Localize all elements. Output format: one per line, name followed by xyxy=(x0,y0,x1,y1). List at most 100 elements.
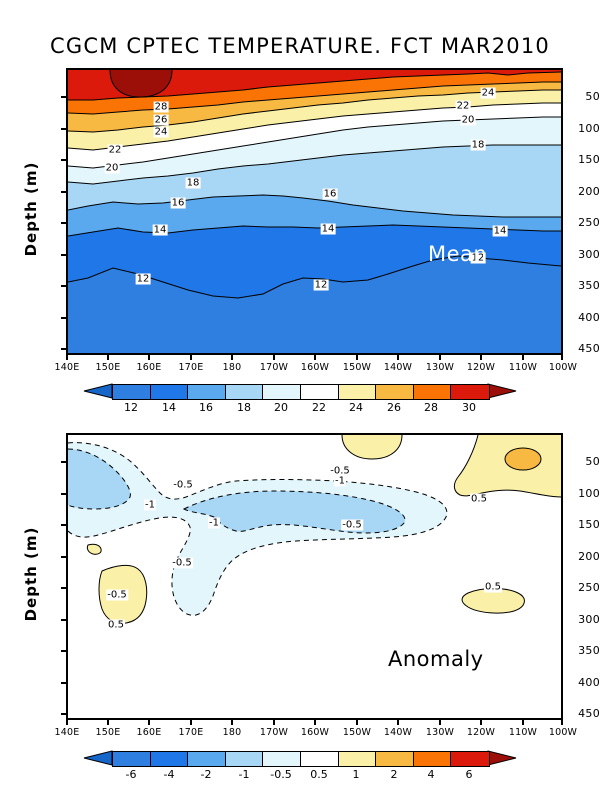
anomaly-label-neg05-d: -0.5 xyxy=(341,519,363,531)
anomaly-ytickmark-450 xyxy=(61,713,66,715)
mean-xtick-150W: 150W xyxy=(342,362,372,373)
mean-xtick-180: 180 xyxy=(222,362,242,373)
contour-label-14-west: 14 xyxy=(152,224,168,236)
anomaly-label-pos05-east-low: 0.5 xyxy=(484,581,502,593)
anomaly-cbar-tick-p1: 1 xyxy=(352,768,360,781)
mean-ytickmark-50 xyxy=(61,96,66,98)
mean-xtickmark-4 xyxy=(231,355,233,360)
anomaly-xtick-110W: 110W xyxy=(508,727,538,738)
mean-xtickmark-2 xyxy=(148,355,150,360)
anomaly-label-neg05-c: -0.5 xyxy=(171,557,193,569)
mean-ytickmark-100 xyxy=(61,128,66,130)
mean-cbar-tick-24: 24 xyxy=(349,401,363,414)
mean-ytick-100: 100 xyxy=(578,122,600,135)
mean-cbar-cell-6 xyxy=(338,385,377,399)
mean-xtickmark-12 xyxy=(561,355,563,360)
anomaly-cbar-cell-3 xyxy=(225,752,264,766)
mean-xtick-140E: 140E xyxy=(54,362,80,373)
mean-cbar-cell-5 xyxy=(300,385,339,399)
anomaly-ytickmark-100 xyxy=(61,493,66,495)
anomaly-xtick-120W: 120W xyxy=(466,727,496,738)
anomaly-ytick-300: 300 xyxy=(578,613,600,626)
mean-colorbar: 12 14 16 18 20 22 24 26 28 30 xyxy=(0,383,600,415)
anomaly-contour-fill xyxy=(68,435,561,718)
contour-label-12-mid: 12 xyxy=(313,279,329,291)
contour-label-12-east: 12 xyxy=(470,252,486,264)
mean-xtickmark-9 xyxy=(439,355,441,360)
anomaly-xtick-160W: 160W xyxy=(300,727,330,738)
anomaly-xtickmark-8 xyxy=(397,720,399,725)
anomaly-ytick-350: 350 xyxy=(578,644,600,657)
anomaly-xtickmark-0 xyxy=(66,720,68,725)
anomaly-ytickmark-50 xyxy=(61,461,66,463)
anomaly-cbar-cell-1 xyxy=(150,752,189,766)
mean-cbar-cell-3 xyxy=(225,385,264,399)
anomaly-label-neg05-b: -0.5 xyxy=(329,465,351,477)
anomaly-cbar-tick-m1: -1 xyxy=(238,768,250,781)
mean-xtick-120W: 120W xyxy=(466,362,496,373)
anomaly-plot-area: -0.5 -0.5 -1 -1 -1 -0.5 -0.5 -0.5 0.5 0.… xyxy=(66,433,563,720)
mean-cbar-tick-14: 14 xyxy=(162,401,176,414)
anomaly-cbar-tick-m05: -0.5 xyxy=(270,768,292,781)
contour-label-14-mid: 14 xyxy=(320,223,336,235)
contour-label-20-east: 20 xyxy=(460,114,476,126)
anomaly-colorbar-cells xyxy=(112,751,490,767)
anomaly-xtick-150E: 150E xyxy=(95,727,121,738)
anomaly-cbar-tick-p4: 4 xyxy=(427,768,435,781)
anomaly-label-pos05-east-top: 0.5 xyxy=(470,493,488,505)
anomaly-panel-tag: Anomaly xyxy=(388,647,484,671)
anomaly-cbar-cell-6 xyxy=(338,752,377,766)
anomaly-label-neg1-b: -1 xyxy=(208,517,220,529)
anomaly-ytick-50: 50 xyxy=(585,455,600,468)
anomaly-cbar-tick-p6: 6 xyxy=(465,768,473,781)
contour-label-24-east: 24 xyxy=(480,87,496,99)
anomaly-xtick-170E: 170E xyxy=(178,727,204,738)
anomaly-colorbar: -6 -4 -2 -1 -0.5 0.5 1 2 4 6 xyxy=(0,750,600,790)
anomaly-cbar-cell-2 xyxy=(188,752,226,766)
mean-contour-fill xyxy=(68,70,561,353)
anomaly-ytickmark-300 xyxy=(61,619,66,621)
anomaly-xtickmark-9 xyxy=(439,720,441,725)
anomaly-xtickmark-5 xyxy=(273,720,275,725)
mean-colorbar-cells xyxy=(112,384,490,400)
anomaly-colorbar-arrows xyxy=(83,750,517,766)
mean-cbar-tick-12: 12 xyxy=(124,401,138,414)
anomaly-ytick-200: 200 xyxy=(578,550,600,563)
mean-cbar-cell-9 xyxy=(451,385,489,399)
mean-cbar-tick-30: 30 xyxy=(462,401,476,414)
mean-ytickmark-200 xyxy=(61,191,66,193)
mean-cbar-tick-26: 26 xyxy=(387,401,401,414)
mean-xtick-100W: 100W xyxy=(548,362,578,373)
anomaly-xtick-160E: 160E xyxy=(136,727,162,738)
anomaly-ytick-450: 450 xyxy=(578,707,600,720)
anomaly-label-neg1-c: -1 xyxy=(334,475,346,487)
anomaly-xtickmark-4 xyxy=(231,720,233,725)
anomaly-ytickmark-250 xyxy=(61,587,66,589)
contour-label-16-mid: 16 xyxy=(322,188,338,200)
mean-ytick-250: 250 xyxy=(578,216,600,229)
contour-label-20-west: 20 xyxy=(104,162,120,174)
mean-xtickmark-6 xyxy=(314,355,316,360)
mean-panel-tag: Mean xyxy=(428,242,488,266)
mean-ytick-50: 50 xyxy=(585,90,600,103)
contour-label-12-west: 12 xyxy=(135,273,151,285)
contour-label-24-west: 24 xyxy=(153,126,169,138)
mean-xtickmark-11 xyxy=(522,355,524,360)
anomaly-label-neg1-a: -1 xyxy=(144,499,156,511)
anomaly-xtick-180: 180 xyxy=(222,727,242,738)
mean-ytickmark-350 xyxy=(61,285,66,287)
anomaly-xtick-100W: 100W xyxy=(548,727,578,738)
anomaly-ytickmark-200 xyxy=(61,556,66,558)
anomaly-cbar-tick-m6: -6 xyxy=(125,768,137,781)
figure-title: CGCM CPTEC TEMPERATURE. FCT MAR2010 xyxy=(50,34,550,58)
anomaly-cbar-cell-8 xyxy=(413,752,452,766)
mean-ytick-400: 400 xyxy=(578,311,600,324)
anomaly-y-axis-label: Depth (m) xyxy=(22,526,40,622)
anomaly-xtickmark-2 xyxy=(148,720,150,725)
mean-cbar-cell-0 xyxy=(113,385,151,399)
mean-ytickmark-300 xyxy=(61,254,66,256)
mean-xtick-160W: 160W xyxy=(300,362,330,373)
mean-cbar-tick-28: 28 xyxy=(424,401,438,414)
mean-xtickmark-10 xyxy=(480,355,482,360)
mean-panel: Depth (m) xyxy=(22,68,600,373)
